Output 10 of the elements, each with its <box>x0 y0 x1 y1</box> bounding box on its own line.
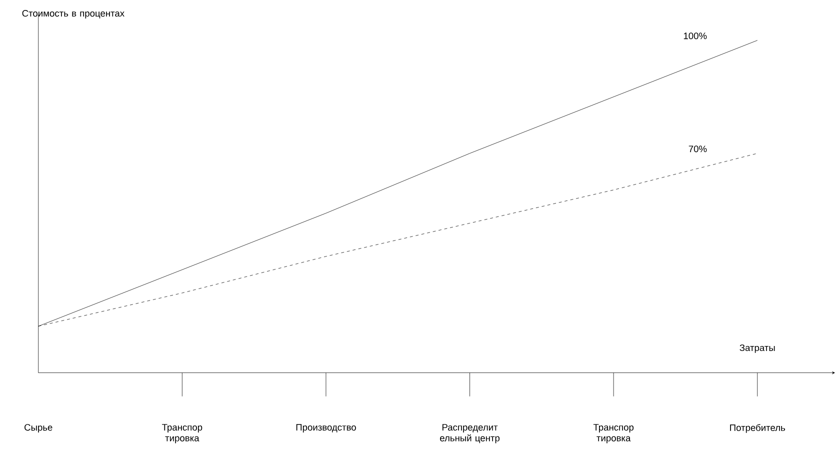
x-tick-label: Производство <box>296 424 356 432</box>
text: 100% <box>684 32 707 40</box>
x-tick-label: Сырье <box>24 424 52 433</box>
x-axis-title: Затраты <box>740 344 775 353</box>
x-tick-label: Потребитель <box>730 424 786 433</box>
x-tick-label: Транспор тировка <box>162 424 202 444</box>
x-tick-label: Распределит ельный центр <box>440 424 500 444</box>
x-tick-label: Транспор тировка <box>593 424 634 444</box>
annotation: 70% <box>688 146 707 152</box>
y-axis-title: Стоимость в процентах <box>22 10 124 18</box>
